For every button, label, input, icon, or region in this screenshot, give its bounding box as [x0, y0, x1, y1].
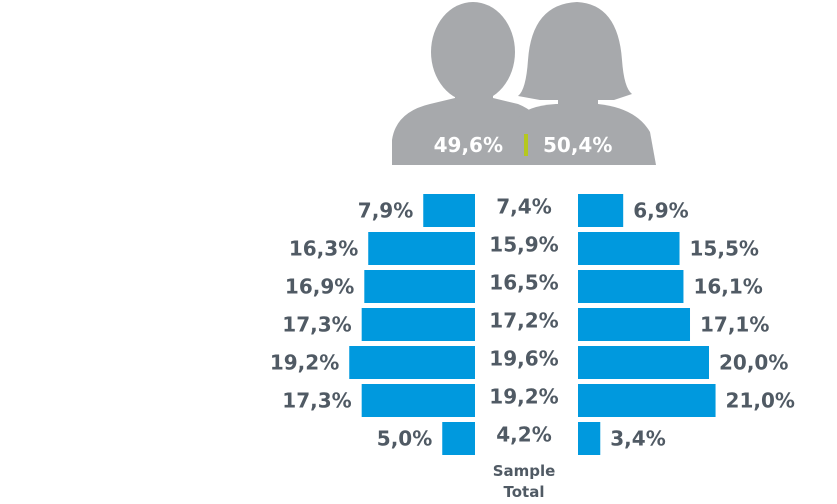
male-bar — [361, 308, 475, 341]
female-value-label: 15,5% — [690, 237, 759, 261]
male-value-label: 16,9% — [285, 275, 354, 299]
male-value-label: 19,2% — [270, 351, 339, 375]
total-value-label: 17,2% — [489, 309, 558, 333]
total-value-label: 15,9% — [489, 233, 558, 257]
male-value-label: 16,3% — [289, 237, 358, 261]
gender-divider — [524, 134, 528, 156]
male-value-label: 5,0% — [377, 427, 432, 451]
sample-total-caption-line2: Total — [504, 483, 545, 501]
female-value-label: 21,0% — [726, 389, 795, 413]
female-value-label: 16,1% — [693, 275, 762, 299]
female-bar — [578, 422, 601, 455]
male-bar — [423, 194, 475, 227]
sample-total-caption-line1: Sample — [493, 462, 556, 480]
male-bar — [349, 346, 475, 379]
female-share-label: 50,4% — [543, 133, 612, 157]
male-value-label: 17,3% — [282, 313, 351, 337]
male-value-label: 7,9% — [358, 199, 413, 223]
female-value-label: 20,0% — [719, 351, 788, 375]
male-bar — [364, 270, 475, 303]
male-silhouette-icon — [392, 2, 534, 165]
total-value-label: 19,2% — [489, 385, 558, 409]
total-value-label: 19,6% — [489, 347, 558, 371]
female-value-label: 3,4% — [610, 427, 665, 451]
female-bar — [578, 194, 624, 227]
total-value-label: 7,4% — [496, 195, 551, 219]
female-bar — [578, 232, 680, 265]
male-bar — [442, 422, 475, 455]
male-bar — [368, 232, 475, 265]
male-value-label: 17,3% — [282, 389, 351, 413]
female-value-label: 6,9% — [633, 199, 688, 223]
female-value-label: 17,1% — [700, 313, 769, 337]
female-bar — [578, 384, 716, 417]
female-bar — [578, 346, 709, 379]
female-silhouette-icon — [518, 2, 656, 165]
pyramid-bars: 7,9% 6,9% 7,4% 16,3% 15,5% 15,9% 16,9% 16,1% 16,… — [270, 194, 795, 455]
male-share-label: 49,6% — [434, 133, 503, 157]
female-bar — [578, 308, 691, 341]
female-bar — [578, 270, 684, 303]
people-silhouette-icon: 49,6% 50,4% — [392, 2, 656, 165]
male-bar — [361, 384, 475, 417]
total-value-label: 16,5% — [489, 271, 558, 295]
total-value-label: 4,2% — [496, 423, 551, 447]
